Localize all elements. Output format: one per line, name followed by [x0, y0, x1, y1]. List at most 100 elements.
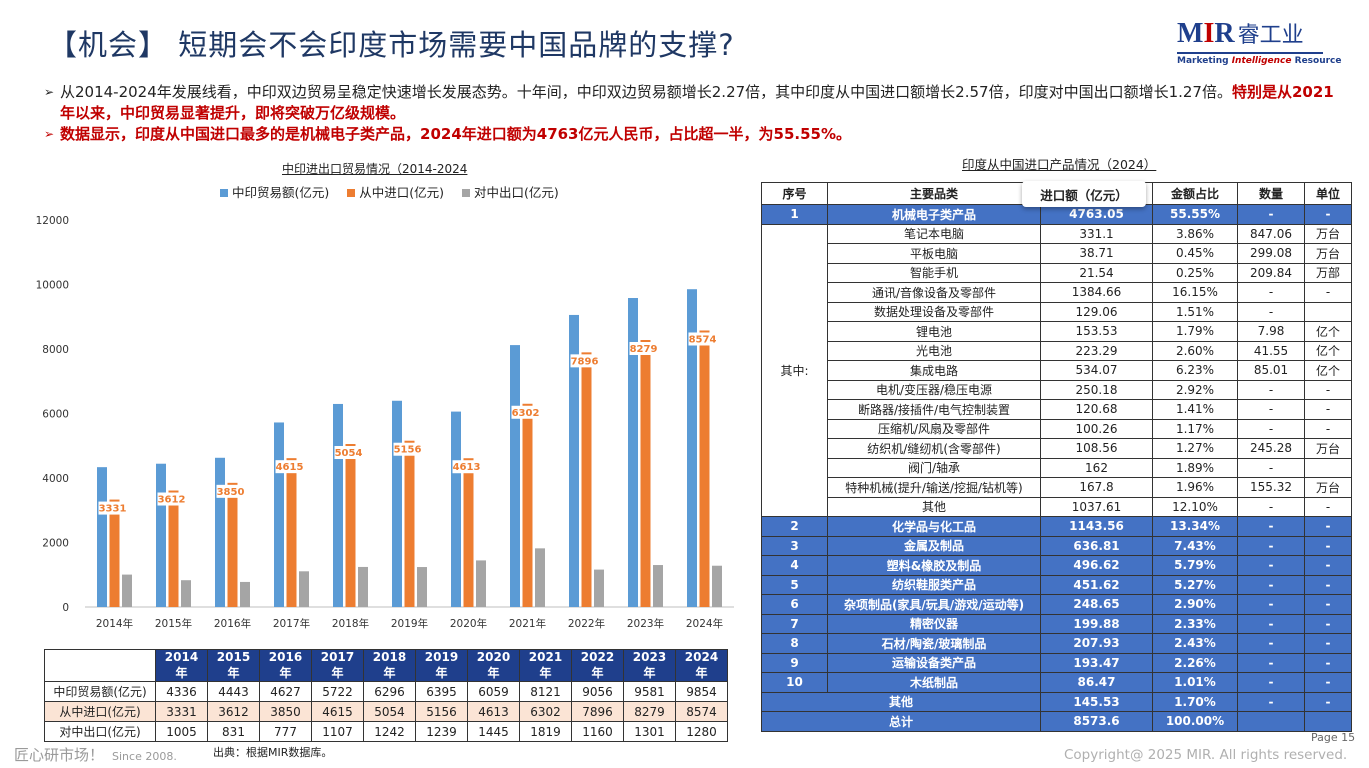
bullet-1-highlight: 特别是从2021年以来，中印贸易显著提升，即将突破万亿级规模。 — [60, 83, 1334, 122]
x-tick-label: 2016年 — [214, 617, 251, 630]
product-table-cell: 精密仪器 — [827, 613, 1041, 634]
legend-item-export: 对中出口(亿元) — [462, 182, 559, 201]
product-table-cell: 2 — [761, 516, 828, 537]
data-table-cell: 1005 — [155, 721, 208, 742]
data-table-cell: 8574 — [675, 701, 728, 722]
product-table-cell: - — [1237, 555, 1305, 576]
data-table-header: 2014年 2015年 2016年 2017年 2018年 2019年 2020年 2021年… — [44, 649, 728, 682]
legend-swatch-import — [347, 189, 356, 197]
product-table-cell: 38.71 — [1040, 243, 1153, 264]
product-table-cell: - — [1304, 594, 1352, 615]
import-amount-column-chip[interactable]: 进口额（亿元） — [1022, 181, 1146, 207]
product-table-cell: 1.70% — [1152, 691, 1238, 712]
data-label-bg — [393, 442, 422, 456]
product-table-cell: - — [1237, 672, 1305, 693]
product-table-cell: 阀门/轴承 — [827, 457, 1041, 478]
bar-export — [299, 571, 309, 607]
product-table-row: 3 金属及制品 636.81 7.43% - - — [761, 535, 1352, 556]
data-label-import: 4615 — [276, 462, 304, 473]
product-table-cell: 108.56 — [1040, 438, 1153, 459]
product-table-cell: - — [1237, 535, 1305, 556]
data-table-year-header: 2022年 — [571, 649, 624, 682]
product-table-cell: 石材/陶瓷/玻璃制品 — [827, 633, 1041, 654]
data-label-bg — [334, 446, 363, 460]
product-table-row: 特种机械(提升/输送/挖掘/钻机等) 167.8 1.96% 155.32 万台 — [762, 477, 1352, 498]
data-label-bg — [157, 492, 186, 506]
product-table-cell: 120.68 — [1040, 399, 1153, 420]
arrow-bullet-icon: ➢ — [44, 127, 55, 141]
y-tick-label: 12000 — [36, 215, 69, 227]
product-table-cell: - — [1237, 633, 1305, 654]
x-tick-label: 2024年 — [686, 617, 723, 630]
product-table-row: 10 木纸制品 86.47 1.01% - - — [761, 672, 1352, 693]
data-table-cell: 831 — [207, 721, 260, 742]
bar-import — [345, 444, 356, 607]
product-table-cell: 12.10% — [1152, 496, 1238, 517]
product-table-cell: 55.55% — [1152, 204, 1238, 225]
data-table-year-header: 2016年 — [259, 649, 312, 682]
data-table-year-header: 2015年 — [207, 649, 260, 682]
product-table-cell: 8573.6 — [1040, 711, 1153, 732]
product-table-cell: 3.86% — [1152, 223, 1238, 244]
product-table-row: 锂电池 153.53 1.79% 7.98 亿个 — [762, 321, 1352, 342]
data-table-cell: 777 — [259, 721, 312, 742]
product-table-cell: 万台 — [1304, 223, 1352, 244]
data-table-year-header: 2017年 — [311, 649, 364, 682]
footer-slogan: 匠心研市场！ Since 2008. — [14, 744, 177, 765]
data-table-cell: 5722 — [311, 681, 364, 702]
product-table-cell: 85.01 — [1237, 360, 1305, 381]
data-label-import: 3850 — [217, 487, 245, 498]
data-table-cell: 1445 — [467, 721, 520, 742]
product-table-row: 2 化学品与化工品 1143.56 13.34% - - — [761, 516, 1352, 537]
product-table-cell: - — [1237, 594, 1305, 615]
summary-bullets: ➢ 从2014-2024年发展线看，中印双边贸易呈稳定快速增长发展态势。十年间，… — [44, 82, 1334, 145]
data-label-import: 6302 — [512, 408, 540, 419]
product-table-cell: 199.88 — [1040, 613, 1153, 634]
product-table-cell: - — [1304, 535, 1352, 556]
product-table-cell: 193.47 — [1040, 652, 1153, 673]
bar-import — [640, 340, 651, 607]
data-table-cell: 6302 — [519, 701, 572, 722]
product-table-row: 纺织机/缝纫机(含零部件) 108.56 1.27% 245.28 万台 — [762, 438, 1352, 459]
product-table-cell: - — [1304, 379, 1352, 400]
product-table-cell: 8 — [761, 633, 828, 654]
data-table-cell: 6296 — [363, 681, 416, 702]
x-tick-label: 2021年 — [509, 617, 546, 630]
data-table-year-header: 2019年 — [415, 649, 468, 682]
y-tick-label: 8000 — [42, 344, 69, 356]
product-table-cell: 杂项制品(家具/玩具/游戏/运动等) — [827, 594, 1041, 615]
data-label-import: 3612 — [158, 495, 186, 506]
bar-export — [181, 580, 191, 607]
product-table-header-cell: 数量 — [1237, 182, 1305, 205]
product-table-cell: 1.51% — [1152, 301, 1238, 322]
product-table-cell: 7 — [761, 613, 828, 634]
data-table-cell: 1160 — [571, 721, 624, 742]
data-table-row-label: 从中进口(亿元) — [44, 701, 156, 722]
product-table-cell: 21.54 — [1040, 262, 1153, 283]
product-table-row: 1 机械电子类产品 4763.05 55.55% - - — [761, 204, 1352, 225]
data-table-cell: 4613 — [467, 701, 520, 722]
x-tick-label: 2015年 — [155, 617, 192, 630]
footer-slogan-text: 匠心研市场！ — [14, 746, 105, 764]
data-label-import: 4613 — [453, 462, 481, 473]
bar-trade — [687, 289, 697, 607]
x-tick-label: 2014年 — [96, 617, 133, 630]
legend-item-import: 从中进口(亿元) — [347, 182, 444, 201]
product-table-cell: 496.62 — [1040, 555, 1153, 576]
bar-trade — [156, 463, 166, 607]
trade-bar-chart: 0 2000 4000 6000 8000 10000 12000 3331 2014年 3612… — [36, 215, 734, 630]
data-table-cell: 9056 — [571, 681, 624, 702]
arrow-bullet-icon: ➢ — [44, 85, 55, 99]
product-table-cell: 万台 — [1304, 438, 1352, 459]
product-table-cell: - — [1304, 652, 1352, 673]
product-table-cell — [1304, 711, 1352, 732]
bullet-2: ➢ 数据显示，印度从中国进口最多的是机械电子类产品，2024年进口额为4763亿… — [44, 124, 1334, 145]
product-table-cell — [1237, 711, 1305, 732]
product-table-cell: 248.65 — [1040, 594, 1153, 615]
x-tick-label: 2017年 — [273, 617, 310, 630]
bar-import — [522, 403, 533, 607]
product-table-cell: 299.08 — [1237, 243, 1305, 264]
product-table-cell: - — [1237, 457, 1305, 478]
product-table-row: 7 精密仪器 199.88 2.33% - - — [761, 613, 1352, 634]
product-table-cell: - — [1237, 613, 1305, 634]
